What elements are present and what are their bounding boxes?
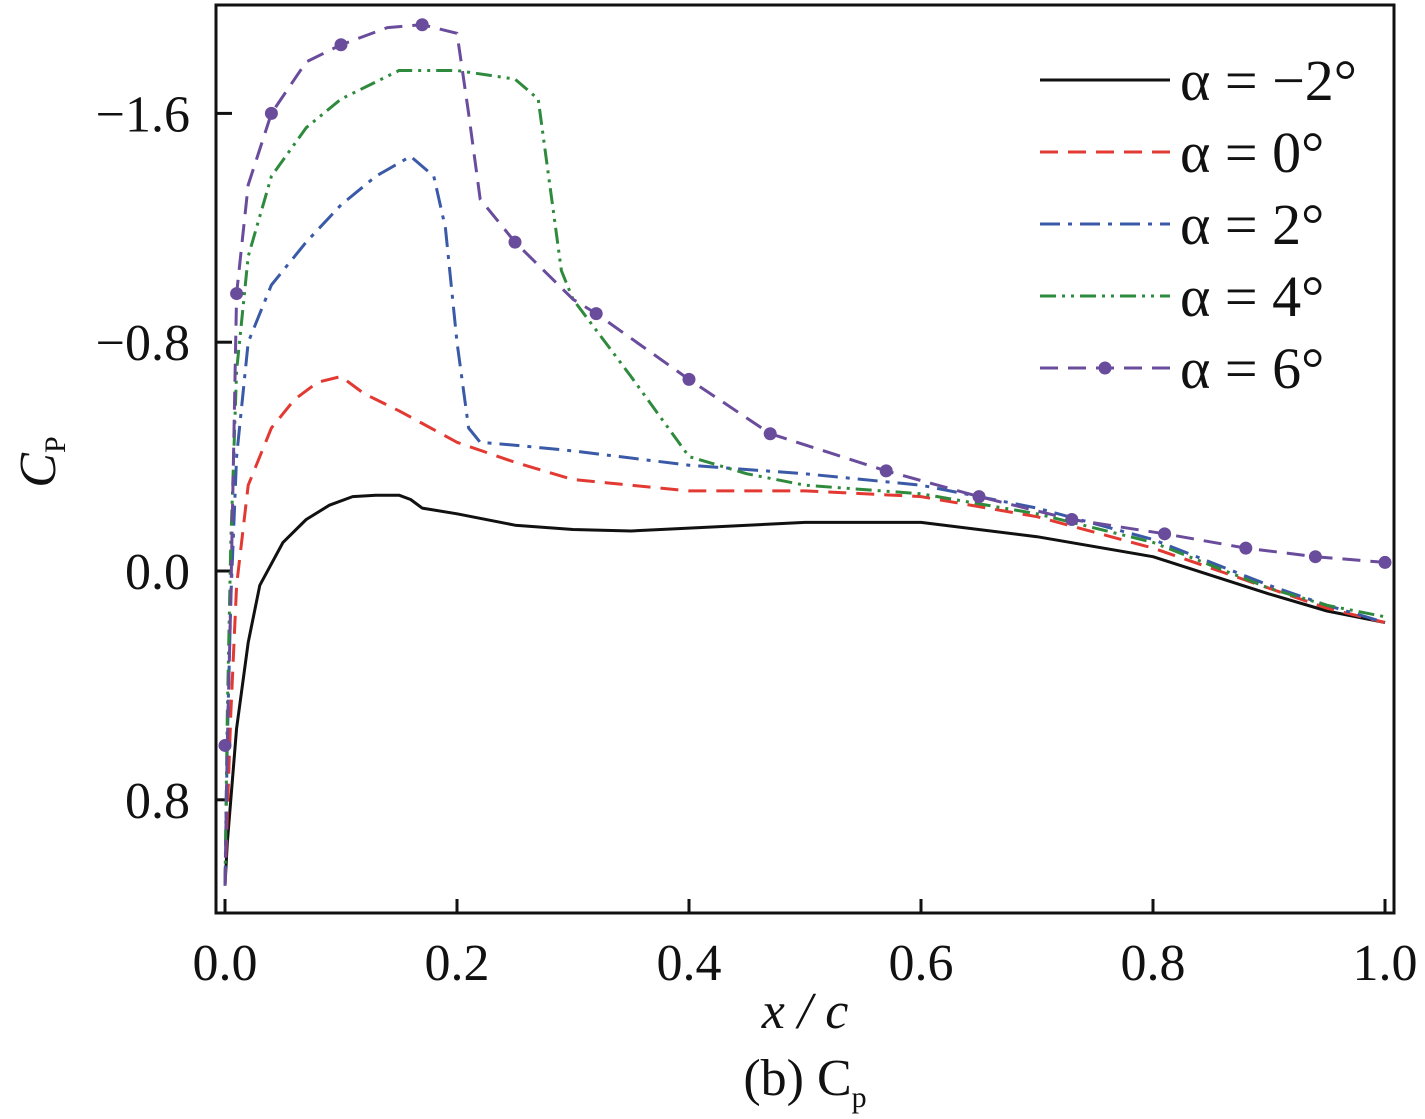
legend-label: α = 2° xyxy=(1180,192,1324,257)
series-1 xyxy=(223,375,1386,886)
series-marker xyxy=(763,427,777,441)
series-marker xyxy=(508,235,522,249)
y-tick-label: 0.0 xyxy=(125,544,190,601)
series-marker xyxy=(218,738,232,752)
series-marker xyxy=(230,287,244,301)
y-tick-label: −1.6 xyxy=(96,86,190,143)
y-tick-label: 0.8 xyxy=(125,773,190,830)
x-axis-title: x / c xyxy=(761,983,849,1040)
series-marker xyxy=(879,464,893,478)
y-axis-title: CP xyxy=(10,436,72,487)
series-marker xyxy=(264,106,278,120)
series-marker xyxy=(972,490,986,504)
series-line xyxy=(223,69,1386,886)
series-marker xyxy=(1158,527,1172,541)
x-tick-label: 0.4 xyxy=(657,935,722,992)
series-marker xyxy=(589,307,603,321)
y-axis-title-subscript: P xyxy=(39,436,72,453)
figure-caption: (b) Cp xyxy=(743,1050,866,1114)
series-marker xyxy=(1239,541,1253,555)
legend-label: α = 0° xyxy=(1180,120,1324,185)
legend-label: α = 6° xyxy=(1180,336,1324,401)
series-marker xyxy=(415,18,429,32)
y-axis-title-main: C xyxy=(10,452,67,488)
x-tick-label: 0.0 xyxy=(193,935,258,992)
series-line xyxy=(223,375,1386,886)
plot-frame xyxy=(214,3,1396,915)
figure-caption-main: (b) C xyxy=(743,1050,851,1107)
series-0 xyxy=(223,493,1386,886)
series-marker xyxy=(682,372,696,386)
y-axis-ticks: −1.6 −0.8 0.0 0.8 xyxy=(96,86,232,830)
x-tick-label: 0.6 xyxy=(889,935,954,992)
figure-caption-subscript: p xyxy=(852,1081,867,1114)
series-marker xyxy=(334,38,348,52)
series-3 xyxy=(223,69,1386,886)
series-4 xyxy=(218,18,1392,886)
legend: α = −2° α = 0° α = 2° α = 4° α = 6° xyxy=(1040,48,1357,401)
x-tick-label: 1.0 xyxy=(1353,935,1418,992)
series-marker xyxy=(1065,513,1079,527)
series-line xyxy=(223,493,1386,886)
legend-label: α = −2° xyxy=(1180,48,1357,113)
x-tick-label: 0.2 xyxy=(425,935,490,992)
x-axis-ticks: 0.0 0.2 0.4 0.6 0.8 1.0 xyxy=(193,899,1418,992)
series-marker xyxy=(1378,555,1392,569)
legend-label: α = 4° xyxy=(1180,264,1324,329)
series-marker xyxy=(1308,550,1322,564)
x-tick-label: 0.8 xyxy=(1121,935,1186,992)
y-tick-label: −0.8 xyxy=(96,315,190,372)
series-layer xyxy=(218,18,1392,886)
legend-marker xyxy=(1098,361,1112,375)
